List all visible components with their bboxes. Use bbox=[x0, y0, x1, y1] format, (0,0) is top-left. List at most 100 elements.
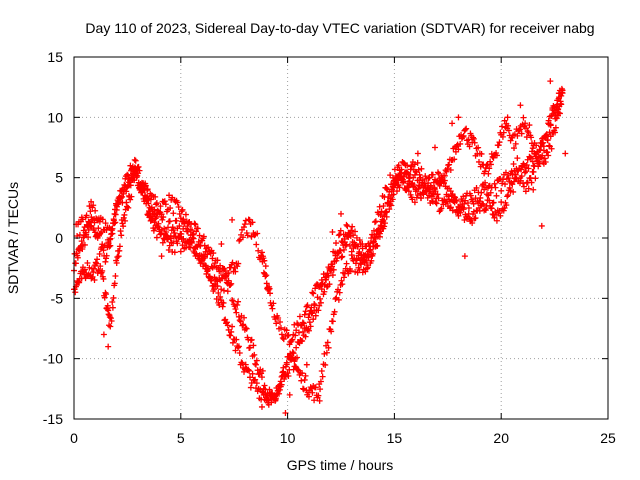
data-point bbox=[455, 146, 462, 153]
data-point bbox=[124, 184, 131, 191]
data-point bbox=[457, 140, 464, 147]
data-point bbox=[445, 193, 452, 200]
data-point bbox=[522, 120, 529, 127]
data-point bbox=[534, 157, 541, 164]
data-point bbox=[439, 176, 446, 183]
data-point bbox=[435, 170, 442, 177]
data-point bbox=[282, 409, 289, 416]
data-point bbox=[364, 251, 371, 258]
data-point bbox=[453, 142, 460, 149]
data-point bbox=[338, 254, 345, 261]
data-point bbox=[299, 319, 306, 326]
data-point bbox=[517, 174, 524, 181]
data-point bbox=[377, 211, 384, 218]
data-point bbox=[329, 272, 336, 279]
data-point bbox=[517, 102, 524, 109]
data-point bbox=[118, 232, 125, 239]
data-point bbox=[235, 343, 242, 350]
data-point bbox=[306, 319, 313, 326]
data-point bbox=[326, 281, 333, 288]
data-point bbox=[499, 180, 506, 187]
data-point bbox=[387, 172, 394, 179]
data-point bbox=[359, 241, 366, 248]
data-point bbox=[468, 216, 475, 223]
data-point bbox=[385, 193, 392, 200]
data-point bbox=[520, 183, 527, 190]
data-point bbox=[181, 220, 188, 227]
data-point bbox=[356, 237, 363, 244]
data-point bbox=[443, 168, 450, 175]
data-point bbox=[451, 156, 458, 163]
data-point bbox=[389, 196, 396, 203]
data-point bbox=[455, 203, 462, 210]
data-point bbox=[447, 166, 454, 173]
data-point bbox=[171, 249, 178, 256]
data-point bbox=[235, 344, 242, 351]
data-point bbox=[552, 124, 559, 131]
data-point bbox=[233, 309, 240, 316]
data-point bbox=[475, 158, 482, 165]
data-point bbox=[490, 199, 497, 206]
data-point bbox=[229, 259, 236, 266]
data-point bbox=[476, 198, 483, 205]
data-point bbox=[224, 280, 231, 287]
data-point bbox=[540, 147, 547, 154]
data-point bbox=[504, 193, 511, 200]
data-point bbox=[335, 286, 342, 293]
data-point bbox=[105, 239, 112, 246]
data-point bbox=[447, 204, 454, 211]
data-point bbox=[217, 293, 224, 300]
data-point bbox=[444, 165, 451, 172]
data-point bbox=[373, 227, 380, 234]
data-point bbox=[337, 227, 344, 234]
data-point bbox=[144, 187, 151, 194]
data-point bbox=[198, 252, 205, 259]
data-point bbox=[530, 186, 537, 193]
data-point bbox=[272, 396, 279, 403]
data-point bbox=[340, 274, 347, 281]
data-point bbox=[471, 139, 478, 146]
x-tick-label: 5 bbox=[177, 430, 185, 446]
data-point bbox=[261, 382, 268, 389]
data-point bbox=[343, 260, 350, 267]
data-point bbox=[223, 279, 230, 286]
data-point bbox=[487, 189, 494, 196]
data-point bbox=[143, 200, 150, 207]
data-point bbox=[194, 225, 201, 232]
data-point bbox=[535, 163, 542, 170]
data-point bbox=[493, 152, 500, 159]
data-point bbox=[329, 228, 336, 235]
data-point bbox=[416, 171, 423, 178]
data-point bbox=[352, 228, 359, 235]
data-point bbox=[273, 320, 280, 327]
data-point bbox=[258, 249, 265, 256]
data-point bbox=[160, 214, 167, 221]
data-point bbox=[370, 250, 377, 257]
data-point bbox=[427, 183, 434, 190]
data-point bbox=[269, 305, 276, 312]
data-point bbox=[416, 177, 423, 184]
data-point bbox=[218, 241, 225, 248]
data-point bbox=[361, 259, 368, 266]
data-point bbox=[278, 381, 285, 388]
data-point bbox=[308, 304, 315, 311]
data-point bbox=[252, 360, 259, 367]
data-point bbox=[499, 123, 506, 130]
data-point bbox=[438, 205, 445, 212]
data-point bbox=[250, 342, 257, 349]
data-point bbox=[434, 169, 441, 176]
data-point bbox=[153, 201, 160, 208]
data-point bbox=[530, 168, 537, 175]
data-point bbox=[123, 188, 130, 195]
data-point bbox=[498, 199, 505, 206]
data-point bbox=[467, 192, 474, 199]
data-point bbox=[319, 373, 326, 380]
data-point bbox=[501, 181, 508, 188]
data-point bbox=[353, 256, 360, 263]
data-point bbox=[466, 143, 473, 150]
data-point bbox=[239, 234, 246, 241]
data-point bbox=[262, 263, 269, 270]
data-point bbox=[461, 253, 468, 260]
data-point bbox=[276, 386, 283, 393]
data-point bbox=[323, 273, 330, 280]
